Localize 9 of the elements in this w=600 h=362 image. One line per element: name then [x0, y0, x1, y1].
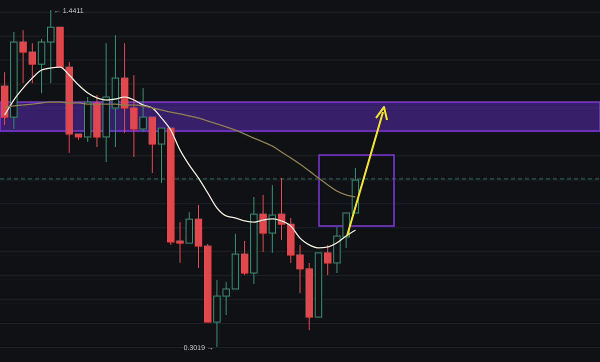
- candlestick: [259, 194, 267, 252]
- candlestick: [176, 222, 184, 264]
- candlestick: [296, 244, 304, 294]
- candlestick: [186, 212, 193, 244]
- candlestick: [158, 128, 166, 184]
- candlestick: [268, 184, 276, 254]
- candlestick: [240, 240, 248, 276]
- candlestick: [324, 244, 332, 276]
- candlestick: [139, 88, 147, 132]
